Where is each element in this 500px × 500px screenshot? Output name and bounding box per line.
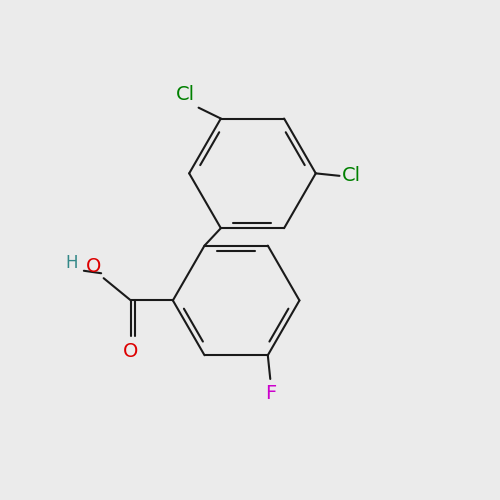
Text: O: O [123,342,138,361]
Text: F: F [264,384,276,403]
Text: Cl: Cl [342,166,361,186]
Text: O: O [86,256,101,276]
Text: H: H [66,254,78,272]
Text: Cl: Cl [176,85,195,104]
